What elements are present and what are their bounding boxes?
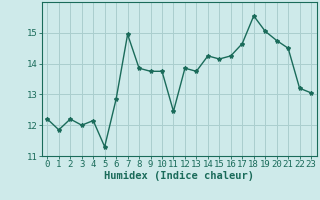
X-axis label: Humidex (Indice chaleur): Humidex (Indice chaleur) bbox=[104, 171, 254, 181]
